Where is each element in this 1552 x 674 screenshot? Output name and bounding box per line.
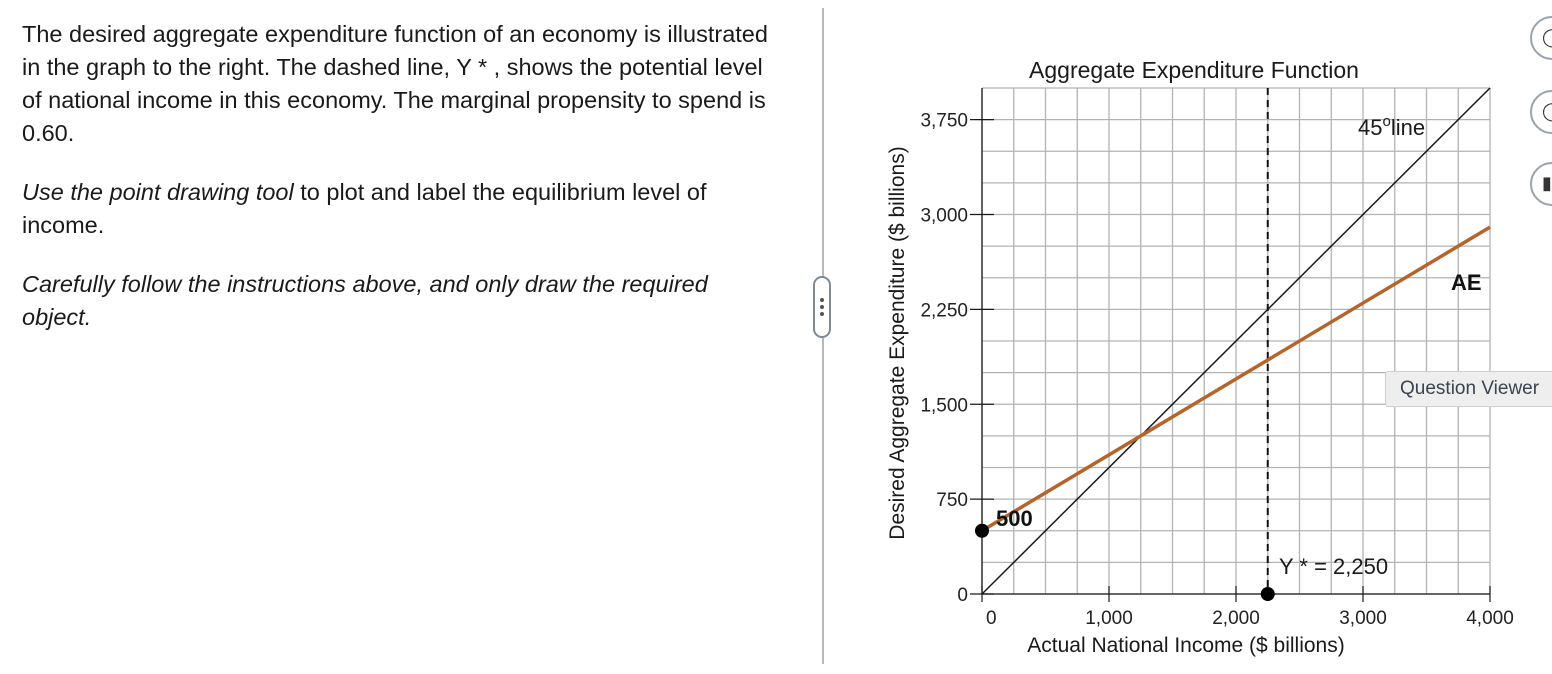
x-tick-label: 3,000 bbox=[1339, 608, 1387, 629]
chart-title: Aggregate Expenditure Function bbox=[1029, 57, 1359, 83]
forty-five-label-number: 45 bbox=[1358, 115, 1382, 140]
pane-resize-handle[interactable] bbox=[813, 276, 831, 338]
handle-dot bbox=[820, 298, 824, 302]
y-tick-label: 2,250 bbox=[920, 300, 968, 321]
question-pane: The desired aggregate expenditure functi… bbox=[22, 18, 782, 360]
forty-five-label-text: line bbox=[1391, 115, 1425, 140]
y-tick-label: 1,500 bbox=[920, 395, 968, 416]
chart-labels: 0 750 1,500 2,250 3,000 3,750 0 1,000 2,000 3,000… bbox=[886, 57, 1514, 657]
chart-axes bbox=[970, 88, 1491, 602]
x-tick-label: 4,000 bbox=[1466, 608, 1514, 629]
potential-output-value: = 2,250 bbox=[1308, 554, 1388, 579]
ae-intercept-point bbox=[975, 523, 989, 538]
x-axis-label: Actual National Income ($ billions) bbox=[1027, 634, 1344, 657]
ae-intercept-label: 500 bbox=[996, 506, 1033, 531]
handle-dot bbox=[820, 312, 824, 316]
question-intro: The desired aggregate expenditure functi… bbox=[22, 21, 768, 146]
y-tick-label: 3,000 bbox=[920, 206, 968, 227]
chart-series bbox=[975, 87, 1491, 601]
instruction-rest: to plot and label the equilibrium level … bbox=[22, 179, 707, 238]
line-tool-icon: ▮ bbox=[1542, 173, 1552, 194]
forty-five-label-degree: o bbox=[1382, 113, 1390, 130]
point-tool-icon: ◯ bbox=[1542, 101, 1552, 122]
potential-output-symbol: Y * bbox=[1279, 554, 1308, 579]
question-note: Carefully follow the instructions above,… bbox=[22, 268, 782, 334]
circle-tool-icon: ◯ bbox=[1542, 27, 1552, 48]
note-emphasis: Carefully follow the instructions above,… bbox=[22, 271, 708, 330]
x-tick-label: 2,000 bbox=[1212, 608, 1260, 629]
forty-five-degree-line bbox=[981, 87, 1491, 595]
y-tick-label: 750 bbox=[936, 490, 968, 511]
question-viewer-tooltip: Question Viewer bbox=[1385, 371, 1552, 407]
potential-output-label: Y * = 2,250 bbox=[1279, 554, 1388, 579]
ae-line bbox=[981, 225, 1491, 533]
x-tick-label: 0 bbox=[986, 608, 997, 629]
forty-five-line-label: 45oline bbox=[1358, 113, 1425, 140]
instruction-emphasis: Use the point drawing tool bbox=[22, 179, 294, 205]
y-axis-label: Desired Aggregate Expenditure ($ billion… bbox=[886, 146, 909, 539]
question-instruction: Use the point drawing tool to plot and l… bbox=[22, 176, 782, 242]
y-tick-label: 0 bbox=[957, 585, 968, 606]
handle-dot bbox=[820, 305, 824, 309]
potential-output-point bbox=[1260, 587, 1275, 601]
x-tick-label: 1,000 bbox=[1085, 608, 1133, 629]
ae-line-label: AE bbox=[1451, 270, 1482, 295]
y-tick-label: 3,750 bbox=[920, 111, 968, 132]
